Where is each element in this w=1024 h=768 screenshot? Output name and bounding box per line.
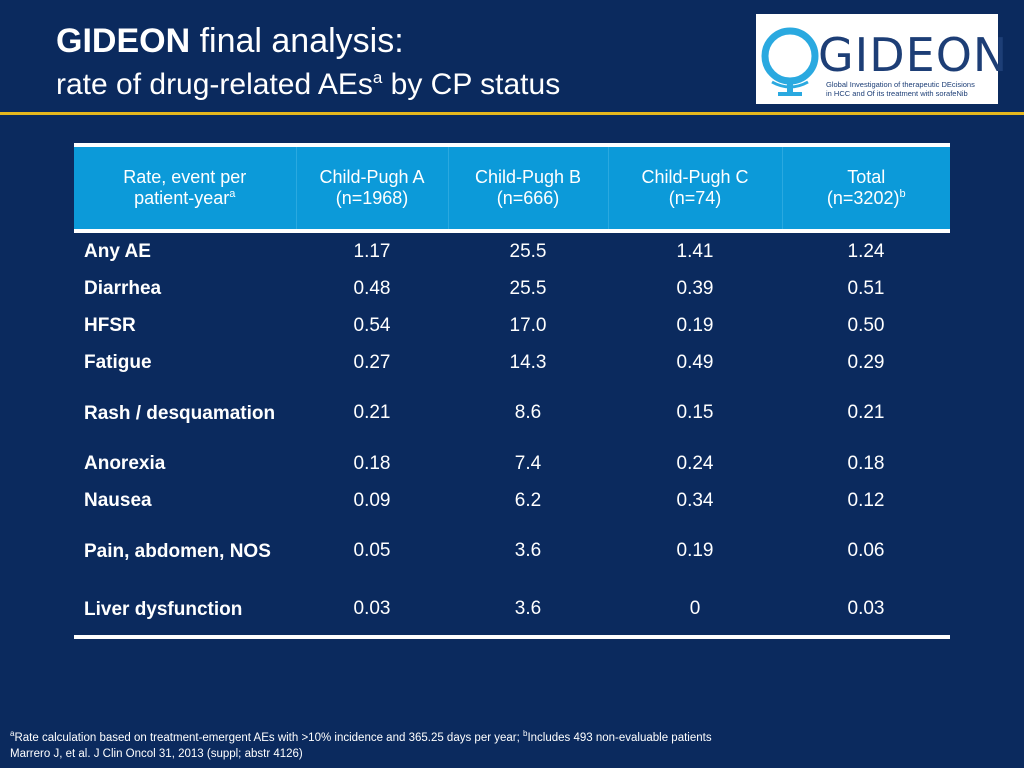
- logo-tagline-2: in HCC and Of its treatment with sorafeN…: [826, 89, 968, 98]
- cell-child-pugh-b: 3.6: [514, 540, 542, 561]
- cell-child-pugh-b: 3.6: [514, 598, 542, 619]
- cell-child-pugh-b: 25.5: [509, 240, 547, 262]
- table-row: Pain, abdomen, NOS 0.05 3.6 0.19 0.06: [74, 519, 950, 583]
- table-row: Diarrhea 0.48 25.5 0.39 0.51: [74, 270, 950, 307]
- cell-child-pugh-a: 0.48: [353, 277, 391, 299]
- table-row: Nausea 0.09 6.2 0.34 0.12: [74, 482, 950, 519]
- table-row: HFSR 0.54 17.0 0.19 0.50: [74, 307, 950, 344]
- cell-child-pugh-c: 0: [689, 598, 701, 619]
- cell-child-pugh-b: 14.3: [509, 351, 547, 373]
- cell-child-pugh-b: 25.5: [509, 277, 547, 299]
- table-row: Fatigue 0.27 14.3 0.49 0.29: [74, 344, 950, 381]
- cell-child-pugh-b: 6.2: [514, 489, 542, 511]
- header-total-line2: (n=3202): [826, 188, 900, 208]
- title-line2-pre: rate of drug-related AEs: [56, 68, 373, 101]
- header-rate-line2: patient-year: [134, 188, 230, 208]
- cell-child-pugh-c: 1.41: [676, 240, 714, 262]
- header-rate: Rate, event per patient-yeara: [74, 145, 296, 231]
- cell-child-pugh-a: 0.54: [353, 314, 391, 336]
- logo-tagline-1: Global Investigation of therapeutic DEci…: [826, 80, 975, 89]
- title-line2-sup: a: [372, 68, 383, 87]
- cell-child-pugh-b: 17.0: [509, 314, 547, 336]
- header-total-sup: b: [899, 188, 906, 200]
- title-rest: final analysis:: [190, 22, 404, 60]
- cell-total: 0.12: [847, 489, 885, 511]
- title-line-1: GIDEON final analysis:: [56, 22, 560, 60]
- footnote-sup-b: b: [523, 729, 528, 738]
- row-label: Anorexia: [84, 453, 166, 474]
- cell-child-pugh-c: 0.19: [676, 540, 714, 561]
- footnote-sup-a: a: [10, 729, 15, 738]
- cell-child-pugh-a: 0.09: [353, 489, 391, 511]
- cell-child-pugh-a: 0.18: [353, 452, 391, 474]
- title-line-2: rate of drug-related AEsa by CP status: [56, 60, 560, 103]
- header-child-pugh-a: Child-Pugh A (n=1968): [295, 145, 448, 231]
- cell-total: 0.21: [847, 402, 885, 423]
- row-label: Diarrhea: [84, 278, 162, 299]
- cell-child-pugh-a: 0.21: [353, 402, 391, 423]
- cell-child-pugh-c: 0.24: [676, 452, 714, 474]
- header-total: Total (n=3202)b: [781, 145, 950, 231]
- header-c-line1: Child-Pugh C: [641, 167, 749, 187]
- row-label: Rash / desquamation: [84, 402, 276, 424]
- cell-child-pugh-c: 0.19: [676, 314, 714, 336]
- globe-icon: [761, 27, 819, 96]
- gideon-logo: GIDEON Global Investigation of therapeut…: [756, 14, 1007, 104]
- header-a-line1: Child-Pugh A: [319, 167, 425, 187]
- cell-total: 1.24: [847, 240, 885, 262]
- row-label: Nausea: [84, 490, 152, 511]
- cell-child-pugh-a: 1.17: [353, 240, 391, 262]
- header-child-pugh-b: Child-Pugh B (n=666): [447, 145, 608, 231]
- footnote-text-b: Includes 493 non-evaluable patients: [527, 731, 712, 744]
- cell-total: 0.50: [847, 314, 885, 336]
- table-row: Anorexia 0.18 7.4 0.24 0.18: [74, 445, 950, 482]
- table-row: Rash / desquamation 0.21 8.6 0.15 0.21: [74, 381, 950, 445]
- footnote-citation: Marrero J, et al. J Clin Oncol 31, 2013 …: [10, 748, 303, 760]
- slide-title: GIDEON final analysis: rate of drug-rela…: [56, 22, 560, 103]
- cell-child-pugh-c: 0.39: [676, 277, 714, 299]
- footnote-definitions: aRate calculation based on treatment-eme…: [10, 729, 712, 744]
- title-divider: [0, 112, 1024, 115]
- ae-rate-table: Rate, event per patient-yeara Child-Pugh …: [74, 143, 950, 639]
- cell-total: 0.29: [847, 351, 885, 373]
- table-row: Any AE 1.17 25.5 1.41 1.24: [74, 231, 950, 270]
- header-a-line2: (n=1968): [335, 188, 409, 208]
- header-child-pugh-c: Child-Pugh C (n=74): [607, 145, 782, 231]
- row-label: HFSR: [84, 315, 136, 336]
- cell-child-pugh-a: 0.05: [353, 540, 391, 561]
- cell-total: 0.03: [847, 598, 885, 619]
- logo-wordmark: GIDEON: [818, 28, 1009, 82]
- header-b-line1: Child-Pugh B: [474, 167, 582, 187]
- cell-child-pugh-c: 0.49: [676, 351, 714, 373]
- cell-child-pugh-c: 0.34: [676, 489, 714, 511]
- cell-child-pugh-b: 7.4: [514, 452, 542, 474]
- row-label: Pain, abdomen, NOS: [84, 540, 271, 562]
- header-total-line1: Total: [847, 167, 886, 187]
- header-b-line2: (n=666): [496, 188, 560, 208]
- row-label: Fatigue: [84, 352, 152, 373]
- header-rate-sup: a: [229, 188, 236, 200]
- cell-child-pugh-b: 8.6: [514, 402, 542, 423]
- logo-tagline: Global Investigation of therapeutic DEci…: [826, 80, 996, 98]
- row-label: Liver dysfunction: [84, 598, 243, 620]
- cell-child-pugh-a: 0.27: [353, 351, 391, 373]
- title-line2-post: by CP status: [382, 68, 561, 101]
- table-row: Liver dysfunction 0.03 3.6 0 0.03: [74, 583, 950, 637]
- cell-total: 0.06: [847, 540, 885, 561]
- cell-child-pugh-a: 0.03: [353, 598, 391, 619]
- footnote-text-a: Rate calculation based on treatment-emer…: [14, 731, 523, 744]
- cell-total: 0.51: [847, 277, 885, 299]
- header-c-line2: (n=74): [668, 188, 722, 208]
- table-header-row: Rate, event per patient-yeara Child-Pugh …: [74, 145, 950, 231]
- cell-child-pugh-c: 0.15: [676, 402, 714, 423]
- header-rate-line1: Rate, event per: [123, 167, 247, 187]
- row-label: Any AE: [84, 241, 151, 262]
- title-bold: GIDEON: [56, 22, 191, 60]
- cell-total: 0.18: [847, 452, 885, 474]
